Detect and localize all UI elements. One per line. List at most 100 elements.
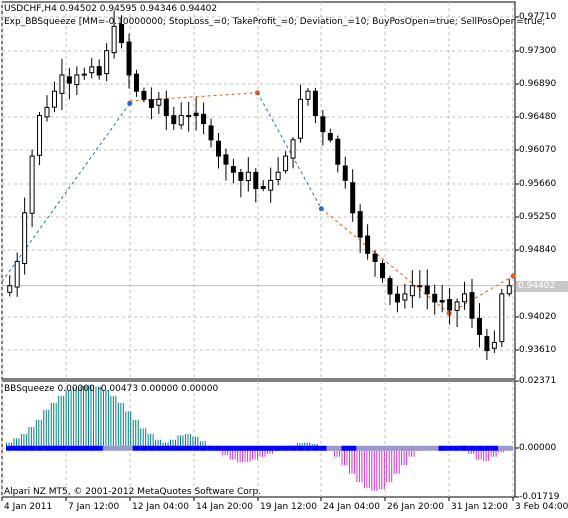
squeeze-off-dot [423, 445, 431, 451]
candle-bear [350, 182, 356, 214]
x-tick-label: 4 Jan 2011 [4, 502, 53, 512]
candle-bear [357, 211, 363, 238]
candle-bear [81, 73, 87, 76]
candle-bear [387, 278, 393, 295]
candle-bull [305, 90, 311, 100]
squeeze-on-dot [319, 445, 327, 451]
candle-bull [59, 74, 65, 94]
current-price-label: 0.94402 [516, 280, 568, 292]
candle-bear [96, 66, 102, 76]
squeeze-off-dot [125, 445, 133, 451]
candle-bull [111, 25, 117, 54]
squeeze-on-dot [483, 445, 491, 451]
squeeze-off-dot [498, 445, 506, 451]
squeeze-on-dot [65, 445, 74, 451]
y-tick-label: 0.95660 [519, 179, 557, 189]
candle-bull [454, 301, 460, 311]
squeeze-on-dot [20, 445, 29, 451]
candle-bear [312, 90, 318, 117]
chart-frame [1, 1, 519, 501]
candle-bull [7, 285, 13, 293]
squeeze-on-dot [162, 445, 171, 451]
candle-bull [22, 212, 28, 264]
candle-bull [74, 74, 80, 86]
squeeze-on-dot [43, 445, 51, 451]
squeeze-on-dot [289, 445, 297, 451]
squeeze-on-dot [490, 445, 499, 451]
squeeze-on-dot [140, 445, 148, 451]
indicator-y-tick-label: 0.02371 [519, 376, 557, 386]
trade-marker-sell [510, 273, 516, 279]
squeeze-on-dot [80, 445, 89, 451]
squeeze-on-dot [438, 445, 446, 451]
y-tick-label: 0.97710 [519, 12, 557, 22]
squeeze-on-dot [170, 445, 178, 451]
squeeze-on-dot [147, 445, 156, 451]
candle-bear [342, 165, 348, 181]
candle-bear [119, 23, 125, 44]
squeeze-on-dot [296, 445, 305, 451]
y-tick-label: 0.93610 [519, 345, 557, 355]
squeeze-on-dot [132, 445, 141, 451]
candle-bull [402, 293, 408, 301]
squeeze-off-dot [102, 445, 111, 451]
squeeze-off-dot [393, 445, 402, 451]
candle-bear [372, 253, 378, 262]
candle-bull [462, 293, 468, 303]
squeeze-on-dot [222, 445, 230, 451]
candle-bull [89, 66, 95, 74]
x-tick-label: 26 Jan 20:00 [387, 502, 444, 512]
squeeze-off-dot [356, 445, 364, 451]
squeeze-on-dot [13, 445, 21, 451]
candle-bear [238, 172, 244, 181]
y-tick-label: 0.97300 [519, 46, 557, 56]
squeeze-on-dot [73, 445, 81, 451]
y-tick-label: 0.96480 [519, 112, 557, 122]
squeeze-on-dot [192, 445, 200, 451]
indicator-y-tick-label: -0.01719 [519, 492, 560, 502]
trade-marker-buy [127, 100, 133, 106]
candle-bear [141, 90, 147, 100]
squeeze-on-dot [184, 445, 193, 451]
candle-bear [133, 73, 139, 92]
y-tick-label: 0.96890 [519, 79, 557, 89]
candle-bull [275, 171, 281, 181]
candle-bull [51, 90, 57, 108]
squeeze-on-dot [177, 445, 185, 451]
candle-bear [253, 171, 259, 189]
squeeze-on-dot [28, 445, 36, 451]
indicator-info: BBSqueeze 0.00000 -0.00473 0.00000 0.000… [4, 384, 219, 394]
y-tick-label: 0.96070 [519, 145, 557, 155]
candle-bull [491, 342, 497, 349]
squeeze-off-dot [505, 445, 513, 451]
squeeze-on-dot [348, 445, 357, 451]
candle-bear [193, 112, 199, 117]
squeeze-on-dot [35, 445, 44, 451]
main-grid [1, 2, 515, 379]
candle-bear [380, 262, 386, 279]
expert-info: Exp_BBSqueeze [MM=-0.10000000; StopLoss_… [4, 17, 546, 27]
squeeze-on-dot [6, 445, 14, 451]
squeeze-on-dot [341, 445, 349, 451]
candle-bull [186, 115, 192, 118]
squeeze-on-dot [58, 445, 66, 451]
squeeze-off-dot [363, 445, 372, 451]
candle-bear [260, 186, 266, 189]
candle-bear [439, 300, 445, 303]
squeeze-on-dot [274, 445, 282, 451]
candle-bull [499, 293, 505, 343]
candle-bear [320, 116, 326, 133]
squeeze-on-dot [95, 445, 103, 451]
x-tick-label: 14 Jan 20:00 [196, 502, 253, 512]
candle-bull [290, 139, 296, 159]
candle-bear [469, 292, 475, 319]
squeeze-off-dot [334, 445, 342, 451]
candle-bull [44, 106, 50, 118]
candle-bull [417, 285, 423, 288]
x-tick-label: 12 Jan 04:00 [132, 502, 189, 512]
candle-bull [104, 50, 110, 75]
squeeze-on-dot [311, 445, 320, 451]
candle-bear [327, 132, 333, 141]
